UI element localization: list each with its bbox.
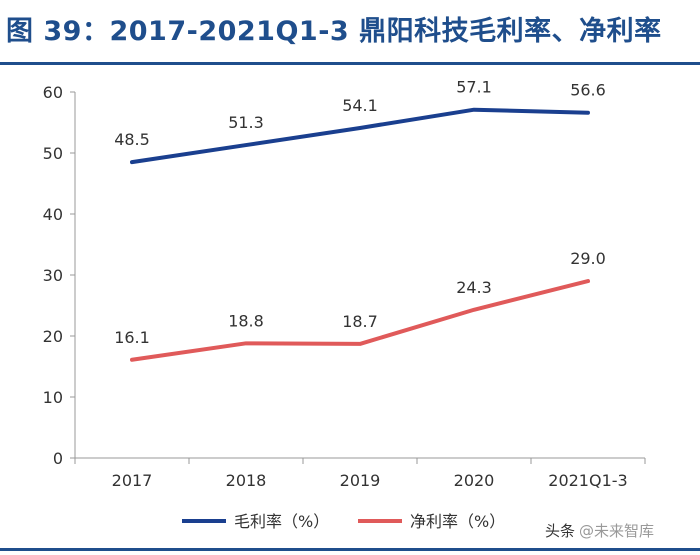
x-tick-label: 2020: [454, 471, 495, 490]
watermark-prefix: 头条: [545, 522, 576, 540]
data-label: 29.0: [570, 249, 606, 268]
data-label: 16.1: [114, 328, 150, 347]
chart-title: 图 39：2017-2021Q1-3 鼎阳科技毛利率、净利率: [6, 16, 662, 47]
bottom-rule: [0, 548, 700, 551]
title-rule: [0, 62, 700, 65]
y-tick-label: 40: [43, 205, 63, 224]
watermark: 头条 @未来智库: [545, 520, 654, 541]
data-label: 48.5: [114, 130, 150, 149]
data-label: 24.3: [456, 278, 492, 297]
y-tick-label: 30: [43, 266, 63, 285]
y-tick-label: 20: [43, 327, 63, 346]
data-label: 54.1: [342, 96, 378, 115]
series-line-gross-margin: [130, 107, 590, 165]
y-tick-label: 50: [43, 144, 63, 163]
y-tick-label: 0: [53, 449, 63, 468]
x-tick-label: 2019: [340, 471, 381, 490]
data-label: 56.6: [570, 81, 606, 100]
data-label: 51.3: [228, 113, 264, 132]
y-tick-label: 60: [43, 83, 63, 102]
data-label: 18.8: [228, 311, 264, 330]
legend-label: 毛利率（%）: [234, 512, 329, 531]
x-tick-label: 2018: [226, 471, 267, 490]
series-line-net-margin: [130, 279, 590, 362]
x-tick-label: 2021Q1-3: [548, 471, 627, 490]
x-tick-label: 2017: [112, 471, 153, 490]
data-label: 18.7: [342, 312, 378, 331]
watermark-handle: @未来智库: [579, 522, 655, 540]
y-tick-label: 10: [43, 388, 63, 407]
data-label: 57.1: [456, 78, 492, 97]
legend-label: 净利率（%）: [410, 512, 505, 531]
